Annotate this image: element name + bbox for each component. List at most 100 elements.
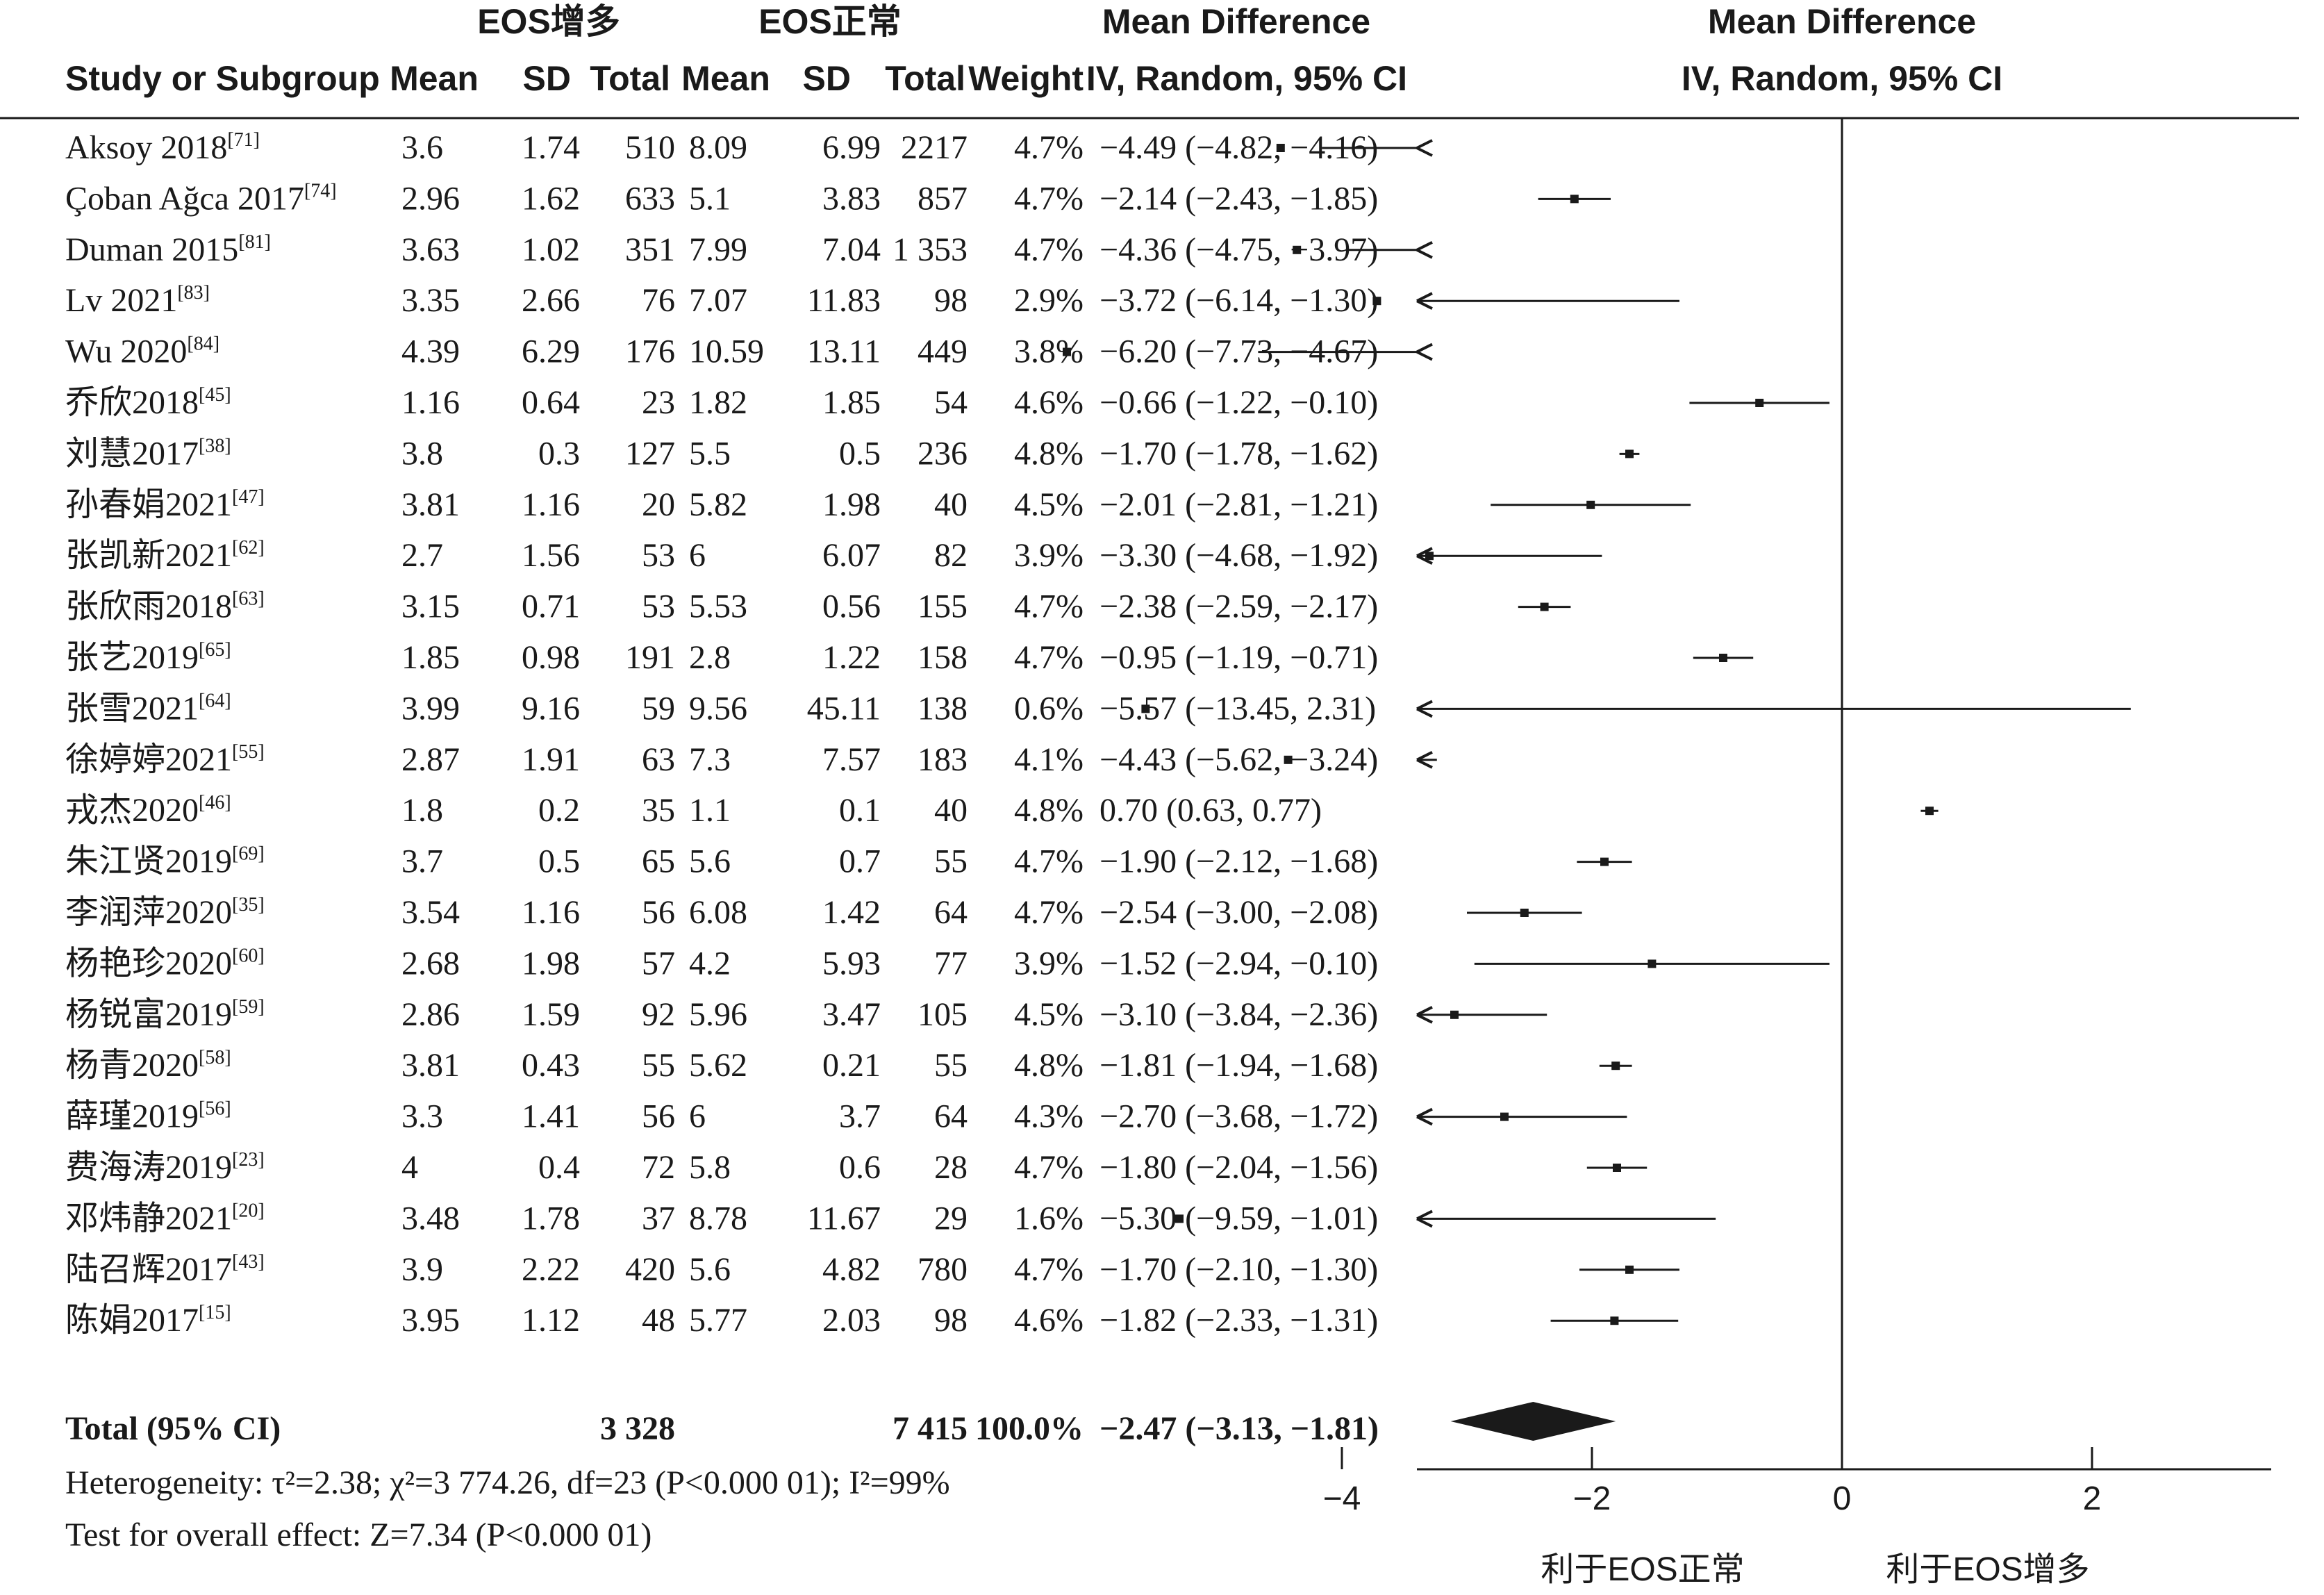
total2-cell: 55 [934,1047,968,1084]
study-name: 杨艳珍2020[60] [65,945,265,982]
sd2-cell: 2.03 [822,1302,881,1339]
sd1-cell: 1.12 [522,1302,580,1339]
total1-cell: 65 [642,843,675,880]
sd2-cell: 0.7 [839,843,881,880]
col-study: Study or Subgroup [65,59,380,98]
mean1-cell: 3.48 [401,1200,460,1237]
point-estimate [1570,195,1579,204]
study-row: Aksoy 2018[71] 3.6 1.74 510 8.09 6.99 2217 4.7%… [65,129,1378,166]
study-name: 陈娟2017[15] [65,1302,231,1339]
overall-effect-text: Test for overall effect: Z=7.34 (P<0.000… [65,1517,651,1553]
ci-arrow [1416,1006,1433,1024]
ci-arrow [1416,1107,1433,1126]
ci-mark [1579,1265,1679,1274]
mean1-cell: 2.87 [401,741,460,778]
sd1-cell: 2.22 [522,1251,580,1288]
total1-cell: 191 [625,639,675,676]
group2-header: EOS正常 [758,2,902,41]
total1-cell: 351 [625,231,675,268]
ci-arrow [1416,241,1433,259]
study-name: 张欣雨2018[63] [65,588,265,625]
mean2-cell: 6 [689,537,706,574]
total2-cell: 55 [934,843,968,880]
mean1-cell: 3.54 [401,894,460,931]
ci-cell: −1.52 (−2.94, −0.10) [1099,945,1378,982]
sd2-cell: 7.57 [822,741,881,778]
study-row: 徐婷婷2021[55] 2.87 1.91 63 7.3 7.57 183 4.1% −4.43… [65,741,1378,778]
ci-cell: −2.70 (−3.68, −1.72) [1099,1098,1378,1135]
sd1-cell: 6.29 [522,333,580,370]
weight-cell: 4.1% [1014,741,1084,778]
point-estimate [1450,1010,1459,1019]
study-ref: [59] [232,996,265,1018]
weight-cell: 0.6% [1014,690,1084,727]
study-row: 张欣雨2018[63] 3.15 0.71 53 5.53 0.56 155 4.7% −2.3… [65,588,1378,625]
col-total2: Total [885,59,965,98]
ci-cell: −1.90 (−2.12, −1.68) [1099,843,1378,880]
ci-cell: −0.95 (−1.19, −0.71) [1099,639,1378,676]
ci-mark [1416,547,1602,565]
study-ref: [45] [199,384,231,406]
total1-cell: 23 [642,384,675,421]
point-estimate [1293,245,1302,254]
ci-mark [1538,195,1611,204]
col-mean1: Mean [390,59,479,98]
mean2-cell: 5.62 [689,1047,747,1084]
total1-cell: 35 [642,792,675,829]
ci-cell: −2.14 (−2.43, −1.85) [1099,180,1378,217]
study-ref: [35] [232,894,265,916]
study-row: Çoban Ağca 2017[74] 2.96 1.62 633 5.1 3.83 857… [65,180,1378,217]
point-estimate [1610,1316,1619,1325]
ci-mark [1416,1006,1547,1024]
ci-cell: −2.54 (−3.00, −2.08) [1099,894,1378,931]
favours-right-label: 利于EOS增多 [1886,1551,2089,1588]
mean2-cell: 9.56 [689,690,747,727]
study-row: 张雪2021[64] 3.99 9.16 59 9.56 45.11 138 0.6% −5.5… [65,690,1376,727]
mean2-cell: 5.77 [689,1302,747,1339]
weight-cell: 4.7% [1014,588,1084,625]
study-row: 刘慧2017[38] 3.8 0.3 127 5.5 0.5 236 4.8% −1.70 (−… [65,435,1378,472]
ci-cell: −4.43 (−5.62, −3.24) [1099,741,1378,778]
study-name: 杨青2020[58] [65,1047,231,1084]
mean1-cell: 1.85 [401,639,460,676]
mean1-cell: 3.99 [401,690,460,727]
weight-cell: 4.8% [1014,792,1084,829]
mean1-cell: 4.39 [401,333,460,370]
total2-cell: 780 [918,1251,968,1288]
total2-cell: 98 [934,1302,968,1339]
study-row: 薛瑾2019[56] 3.3 1.41 56 6 3.7 64 4.3% −2.70 (−3.6… [65,1098,1378,1135]
total2-cell: 77 [934,945,968,982]
point-estimate [1372,297,1381,306]
favours-left-label: 利于EOS正常 [1541,1551,1744,1588]
ci-cell: −3.72 (−6.14, −1.30) [1099,282,1378,319]
ci-mark [1619,449,1640,458]
point-estimate [1625,449,1634,458]
total-total2: 7 415 [893,1410,968,1447]
sd1-cell: 0.4 [538,1149,580,1186]
weight-cell: 4.6% [1014,384,1084,421]
col-ci-left: IV, Random, 95% CI [1086,59,1407,98]
sd2-cell: 6.07 [822,537,881,574]
ci-cell: −2.01 (−2.81, −1.21) [1099,486,1378,523]
mean2-cell: 5.1 [689,180,731,217]
mean2-cell: 8.78 [689,1200,747,1237]
mean1-cell: 3.8 [401,435,443,472]
total2-cell: 158 [918,639,968,676]
study-ref: [65] [199,639,231,661]
mean2-cell: 7.3 [689,741,731,778]
total1-cell: 57 [642,945,675,982]
weight-cell: 3.8% [1014,333,1084,370]
point-estimate [1647,959,1657,968]
total1-cell: 48 [642,1302,675,1339]
ci-mark [1693,654,1754,662]
study-row: 戎杰2020[46] 1.8 0.2 35 1.1 0.1 40 4.8% 0.70 (0.63… [65,792,1322,829]
point-estimate [1625,1265,1634,1274]
mean1-cell: 1.8 [401,792,443,829]
study-row: 张艺2019[65] 1.85 0.98 191 2.8 1.22 158 4.7% −0.95… [65,639,1378,676]
mean1-cell: 3.81 [401,486,460,523]
ci-mark [1416,1107,1627,1126]
ci-cell: −5.57 (−13.45, 2.31) [1099,690,1376,727]
weight-cell: 4.6% [1014,1302,1084,1339]
ci-arrow [1416,292,1433,310]
point-estimate [1613,1164,1621,1172]
